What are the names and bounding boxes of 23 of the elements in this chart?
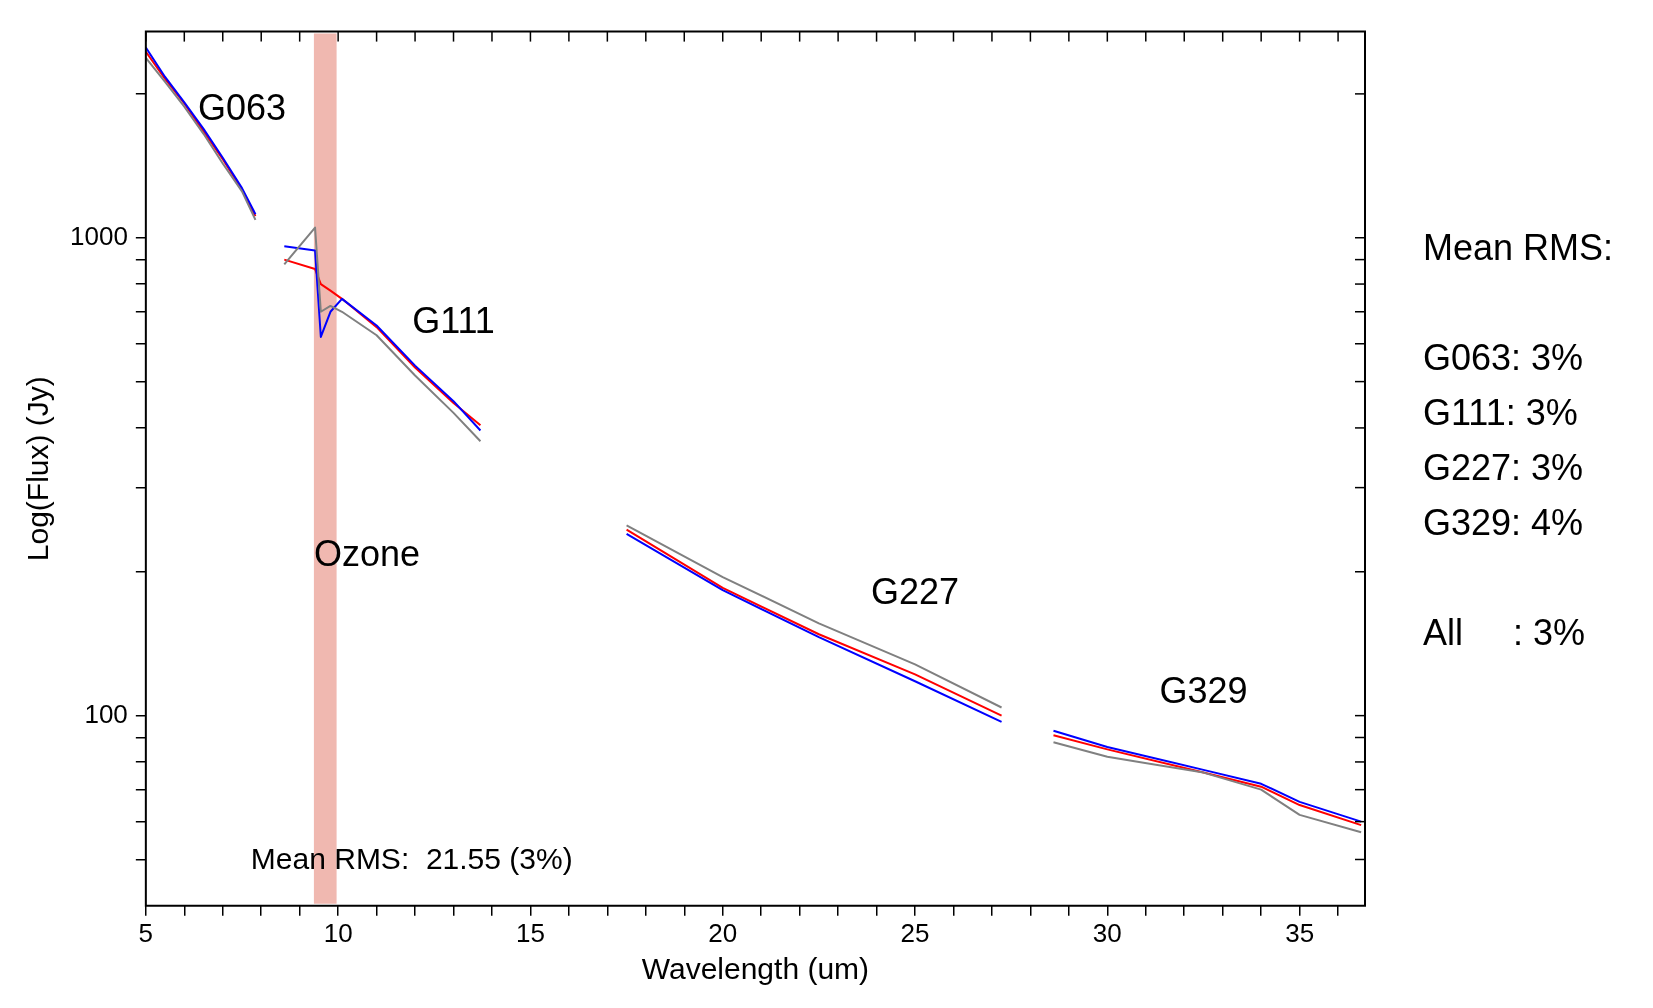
y-tick-label: 1000 — [70, 220, 128, 251]
x-tick-label: 15 — [515, 917, 545, 948]
x-tick-label: 25 — [900, 917, 930, 948]
text: G111: 3% — [1423, 391, 1578, 433]
annotation: G063 — [197, 86, 287, 128]
text: Mean RMS: — [1423, 226, 1614, 268]
x-tick-label: 10 — [323, 917, 353, 948]
x-tick-label: 30 — [1092, 917, 1122, 948]
x-axis-title: Wavelength (um) — [641, 952, 870, 986]
text: G329: 4% — [1423, 501, 1584, 543]
annotation: G227 — [870, 571, 960, 613]
text: G063: 3% — [1423, 336, 1584, 378]
band-label: Ozone — [313, 533, 420, 575]
text: G227: 3% — [1423, 446, 1584, 488]
annotation: G111 — [412, 299, 495, 341]
x-tick-label: 5 — [138, 917, 154, 948]
x-tick-label: 20 — [708, 917, 738, 948]
y-tick-label: 100 — [84, 698, 128, 729]
y-axis-title: Log(Flux) (Jy) — [21, 376, 55, 562]
text: All : 3% — [1423, 611, 1586, 653]
x-tick-label: 35 — [1285, 917, 1315, 948]
annotation: G329 — [1159, 669, 1248, 711]
annotation: Mean RMS: 21.55 (3%) — [250, 842, 573, 876]
